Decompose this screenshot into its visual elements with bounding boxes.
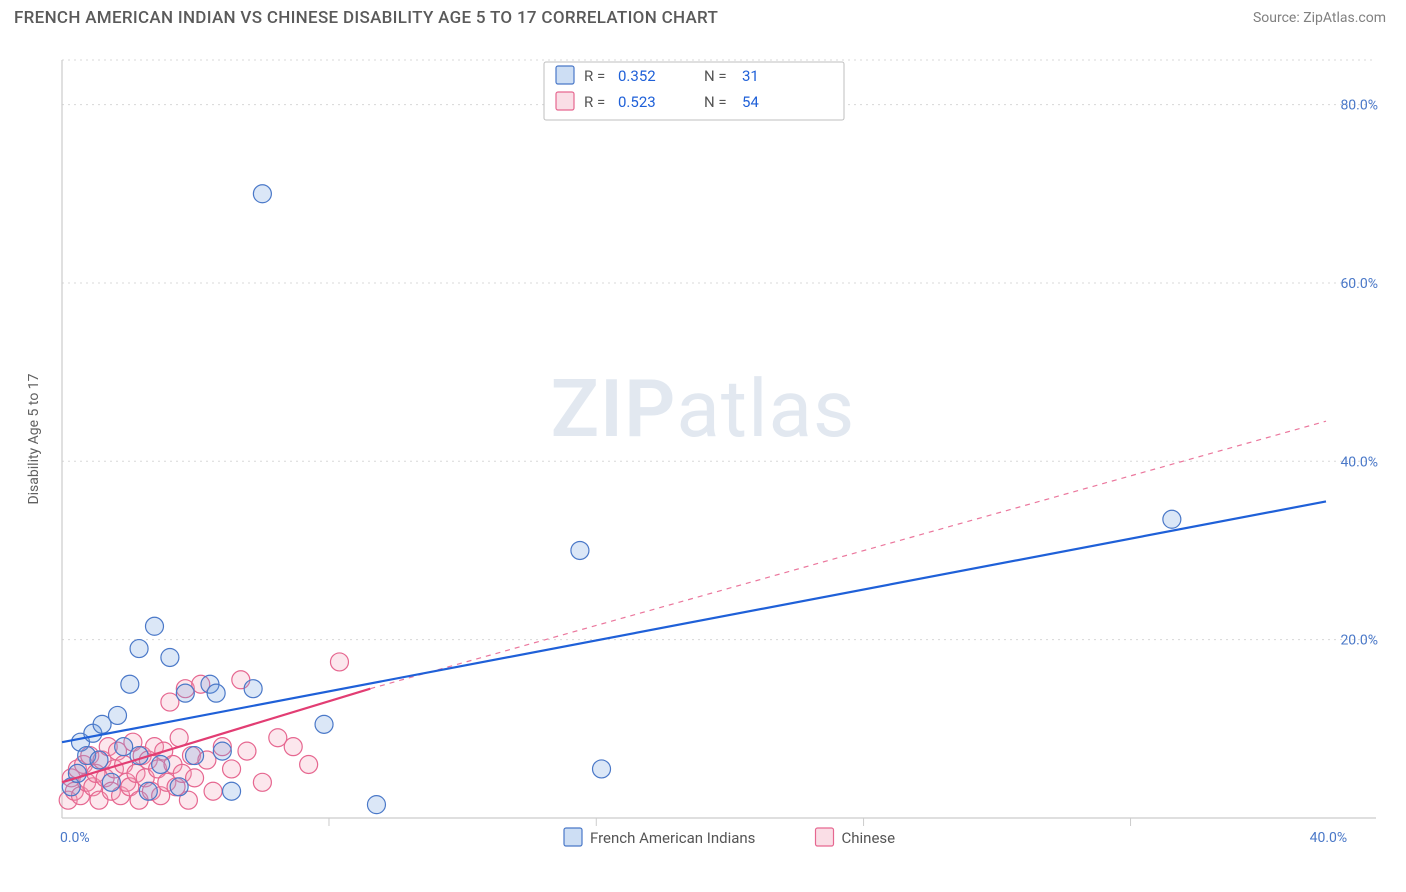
svg-text:0.0%: 0.0% [60, 830, 90, 846]
svg-text:French American Indians: French American Indians [590, 829, 755, 847]
chart-title: FRENCH AMERICAN INDIAN VS CHINESE DISABI… [14, 8, 718, 28]
svg-text:R =: R = [584, 67, 605, 85]
scatter-chart: 20.0% 40.0% 60.0% 80.0% 0.0% 40.0% Disability … [14, 40, 1392, 878]
source-name: ZipAtlas.com [1303, 10, 1386, 26]
svg-text:31: 31 [742, 67, 759, 85]
svg-text:0.352: 0.352 [618, 67, 656, 85]
svg-text:0.523: 0.523 [618, 93, 656, 111]
svg-text:R =: R = [584, 93, 605, 111]
svg-text:Disability Age 5 to 17: Disability Age 5 to 17 [26, 373, 42, 504]
chart-header: FRENCH AMERICAN INDIAN VS CHINESE DISABI… [0, 0, 1406, 32]
svg-text:Chinese: Chinese [842, 829, 896, 847]
svg-text:40.0%: 40.0% [1310, 830, 1348, 846]
svg-text:N =: N = [704, 67, 727, 85]
svg-text:N =: N = [704, 93, 727, 111]
svg-text:20.0%: 20.0% [1340, 633, 1378, 649]
chart-source: Source: ZipAtlas.com [1253, 10, 1386, 26]
svg-text:40.0%: 40.0% [1340, 454, 1378, 470]
chart-area: ZIPatlas 20.0%40.0%60.0%80.0%0.0%40.0%Di… [14, 40, 1392, 878]
source-prefix: Source: [1253, 10, 1303, 26]
svg-text:80.0%: 80.0% [1340, 98, 1378, 114]
svg-text:54: 54 [742, 93, 759, 111]
svg-text:60.0%: 60.0% [1340, 276, 1378, 292]
